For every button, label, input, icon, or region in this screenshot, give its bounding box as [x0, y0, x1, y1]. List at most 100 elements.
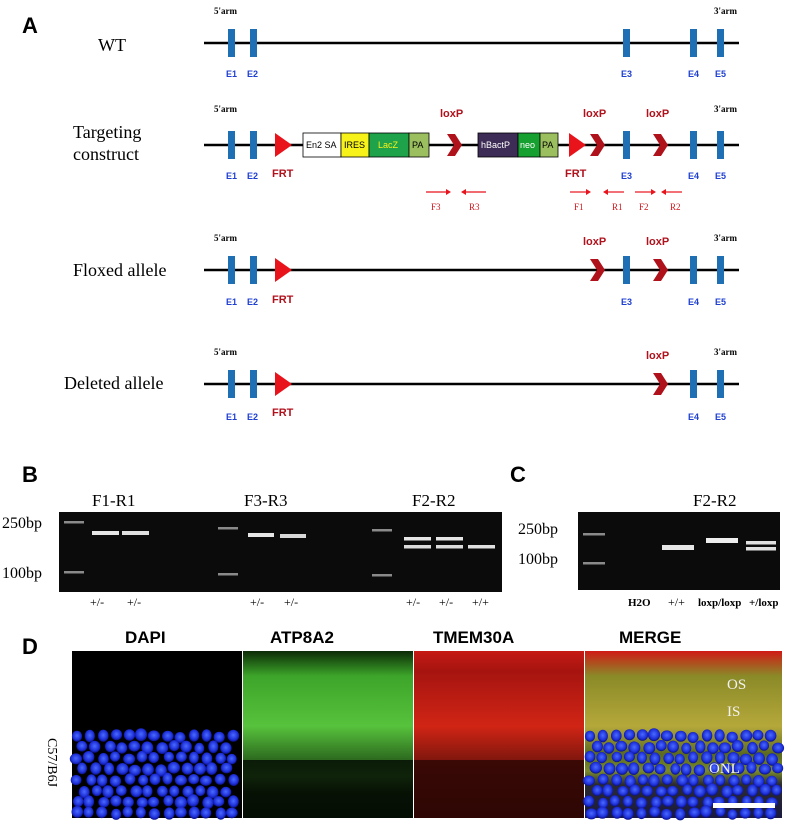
merge-nucleus	[583, 795, 595, 808]
merge-nucleus	[739, 807, 751, 819]
dapi-nucleus	[122, 806, 133, 818]
wt-exon-e5	[717, 29, 724, 57]
dapi-nucleus	[142, 763, 154, 776]
dapi-nucleus	[220, 762, 233, 774]
gel-c-band-het-lower	[746, 547, 776, 551]
merge-nucleus	[629, 784, 641, 796]
merge-nucleus	[636, 729, 649, 741]
ladder3-band-high	[372, 529, 392, 532]
dapi-nucleus	[123, 753, 136, 765]
fl-frt-site	[275, 258, 292, 282]
fl-e3-label: E3	[621, 297, 632, 307]
dapi-nucleus	[147, 796, 160, 808]
dapi-nucleus	[76, 740, 88, 752]
pa-text-1: PA	[412, 140, 423, 150]
dapi-nucleus	[72, 796, 84, 807]
merge-nucleus	[585, 808, 598, 820]
merge-nucleus	[764, 729, 777, 742]
dapi-nucleus	[96, 774, 108, 787]
merge-nucleus	[641, 785, 653, 797]
merge-nucleus	[589, 761, 602, 774]
merge-nucleus	[706, 783, 718, 796]
gel-b-lane-7: +/+	[472, 595, 489, 609]
merge-nucleus	[682, 784, 693, 796]
dapi-nucleus	[111, 808, 122, 820]
dapi-nucleus	[142, 785, 153, 798]
merge-nucleus	[752, 775, 765, 788]
dapi-nucleus	[77, 762, 88, 775]
dapi-nucleus	[162, 730, 174, 742]
merge-nucleus	[747, 784, 758, 797]
dapi-nucleus	[136, 797, 148, 808]
en2sa-text: En2 SA	[306, 140, 337, 150]
merge-nucleus	[628, 762, 640, 775]
del-5arm: 5'arm	[214, 347, 237, 357]
del-exon-e2	[250, 370, 257, 398]
neo-text: neo	[520, 140, 535, 150]
dapi-nucleus	[163, 807, 175, 820]
merge-nucleus	[584, 750, 596, 763]
dapi-nucleus	[214, 773, 226, 785]
dapi-nucleus	[134, 728, 148, 742]
dapi-nucleus	[138, 774, 149, 786]
dapi-nucleus	[70, 774, 82, 786]
dapi-nucleus	[83, 806, 94, 818]
tc-loxp-site-2	[590, 134, 605, 156]
dapi-nucleus	[193, 762, 207, 775]
tc-3arm: 3'arm	[714, 104, 737, 114]
dapi-nucleus	[202, 796, 214, 810]
band-f1r1-lane1	[92, 531, 119, 535]
wt-exon-e2	[250, 29, 257, 57]
fl-loxp-site-2	[653, 259, 668, 281]
atp8a2-title: ATP8A2	[270, 628, 334, 647]
primer-r1-label: R1	[612, 202, 623, 212]
dapi-nucleus	[195, 785, 206, 797]
fl-exon-e4	[690, 256, 697, 284]
wt-exon-e4	[690, 29, 697, 57]
merge-nucleus	[727, 809, 738, 820]
dapi-nucleus	[168, 740, 180, 752]
wt-e3-label: E3	[621, 69, 632, 79]
targeting-row: Targeting construct 5'arm 3'arm FRT En2 …	[73, 104, 739, 212]
merge-nucleus	[636, 807, 647, 820]
merge-nucleus	[687, 732, 699, 743]
fl-loxp-label-2: loxP	[646, 236, 669, 248]
merge-nucleus	[609, 795, 620, 807]
wt-exon-e3	[623, 29, 630, 57]
dapi-nucleus	[96, 806, 108, 819]
dapi-nucleus	[228, 795, 239, 808]
tc-frt-site-1	[275, 133, 292, 157]
tc-exon-e1	[228, 131, 235, 159]
merge-nucleus	[666, 785, 679, 797]
dapi-nucleus	[71, 730, 83, 742]
dapi-nucleus	[78, 786, 90, 799]
dapi-nucleus	[162, 772, 173, 785]
merge-nucleus	[648, 774, 660, 788]
dapi-nucleus	[128, 764, 141, 777]
dapi-nucleus	[180, 740, 192, 753]
merge-nucleus	[758, 740, 770, 751]
dapi-nucleus	[156, 742, 169, 755]
dapi-nucleus	[98, 729, 109, 742]
merge-nucleus	[636, 751, 647, 764]
del-loxp-label: loxP	[646, 350, 669, 362]
merge-nucleus	[615, 740, 628, 752]
merge-nucleus	[642, 762, 655, 774]
dapi-nucleus	[206, 762, 218, 775]
merge-nucleus	[670, 763, 681, 775]
dapi-nucleus	[206, 786, 219, 799]
dapi-nucleus	[226, 753, 237, 765]
merge-nucleus	[663, 752, 674, 765]
scale-bar	[713, 803, 775, 808]
merge-nucleus	[622, 808, 634, 820]
merge-nucleus	[715, 751, 726, 765]
fl-exon-e1	[228, 256, 235, 284]
band-f2r2-lane2-lower	[436, 545, 463, 549]
dapi-nucleus	[228, 774, 239, 786]
dapi-nucleus	[82, 751, 95, 763]
merge-nucleus	[654, 763, 666, 775]
merge-nucleus	[662, 795, 674, 807]
gel-c-lane-wt: +/+	[668, 595, 685, 609]
dapi-nucleus	[199, 775, 212, 786]
